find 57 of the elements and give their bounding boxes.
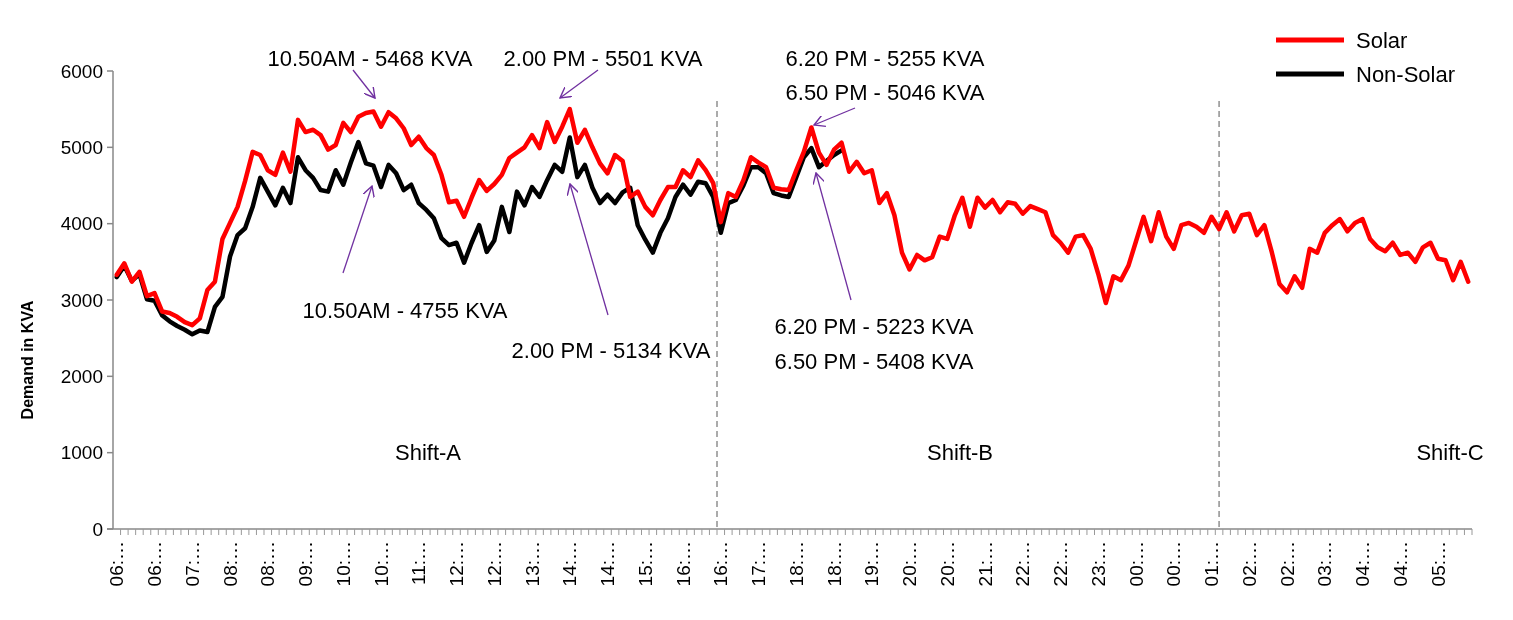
y-tick-label: 2000 [60,365,103,387]
x-tick-label: 13:… [521,541,543,587]
x-tick-label: 14:… [559,541,581,587]
y-tick-label: 0 [92,518,103,540]
legend-label: Solar [1356,27,1408,53]
x-tick-label: 04:… [1389,541,1411,587]
text: 10.50AM - 5468 KVA [267,45,473,71]
x-tick-label: 04:… [1352,541,1374,587]
text: 2.00 PM - 5501 KVA [503,45,703,71]
x-tick-label: 10:… [370,541,392,587]
annotation: Shift-B [926,439,994,465]
x-tick-label: 06:… [144,541,166,587]
x-tick-label: 05:… [1427,541,1449,587]
x-tick-label: 21:… [974,541,996,587]
x-tick-label: 11:… [408,541,430,586]
x-tick-label: 20:… [936,541,958,587]
x-tick-label: 01:… [1201,541,1223,587]
y-tick-label: 6000 [60,60,103,82]
x-tick-label: 02:… [1276,541,1298,587]
annotation: 2.00 PM - 5134 KVA [511,337,711,363]
x-tick-label: 18:… [785,541,807,587]
x-tick-label: 12:… [446,541,468,587]
legend-label: Non-Solar [1356,61,1456,87]
x-tick-label: 14:… [597,541,619,587]
annotation: Shift-A [394,439,462,465]
annotation: 6.20 PM - 5223 KVA [774,313,974,339]
annotation: 6.50 PM - 5046 KVA [785,79,985,105]
x-tick-label: 06:… [106,541,128,587]
annotation: 6.50 PM - 5408 KVA [774,348,974,374]
x-tick-label: 23:… [1087,541,1109,587]
x-tick-label: 02:… [1238,541,1260,587]
x-tick-label: 22:… [1012,541,1034,587]
x-tick-label: 07:… [181,541,203,587]
y-tick-label: 4000 [60,213,103,235]
x-tick-label: 20:… [899,541,921,587]
x-tick-label: 08:… [257,541,279,587]
x-tick-label: 12:… [483,541,505,587]
x-tick-label: 17:… [748,541,770,587]
x-tick-label: 10:… [332,541,354,587]
y-tick-label: 5000 [60,136,103,158]
text: 6.20 PM - 5255 KVA [785,45,985,71]
x-tick-label: 09:… [295,541,317,587]
annotation: 10.50AM - 4755 KVA [302,297,508,323]
x-tick-label: 15:… [634,541,656,587]
x-tick-label: 22:… [1050,541,1072,587]
annotation: Shift-C [1416,439,1484,465]
y-axis-title: Demand in KVA [19,300,36,420]
x-tick-label: 19:… [861,541,883,587]
y-tick-label: 3000 [60,289,103,311]
x-tick-label: 16:… [710,541,732,587]
x-tick-label: 03:… [1314,541,1336,587]
x-tick-label: 00:… [1125,541,1147,587]
x-tick-label: 08:… [219,541,241,587]
x-tick-label: 18:… [823,541,845,587]
x-tick-label: 16:… [672,541,694,587]
x-tick-label: 00:… [1163,541,1185,587]
y-tick-label: 1000 [60,442,103,464]
